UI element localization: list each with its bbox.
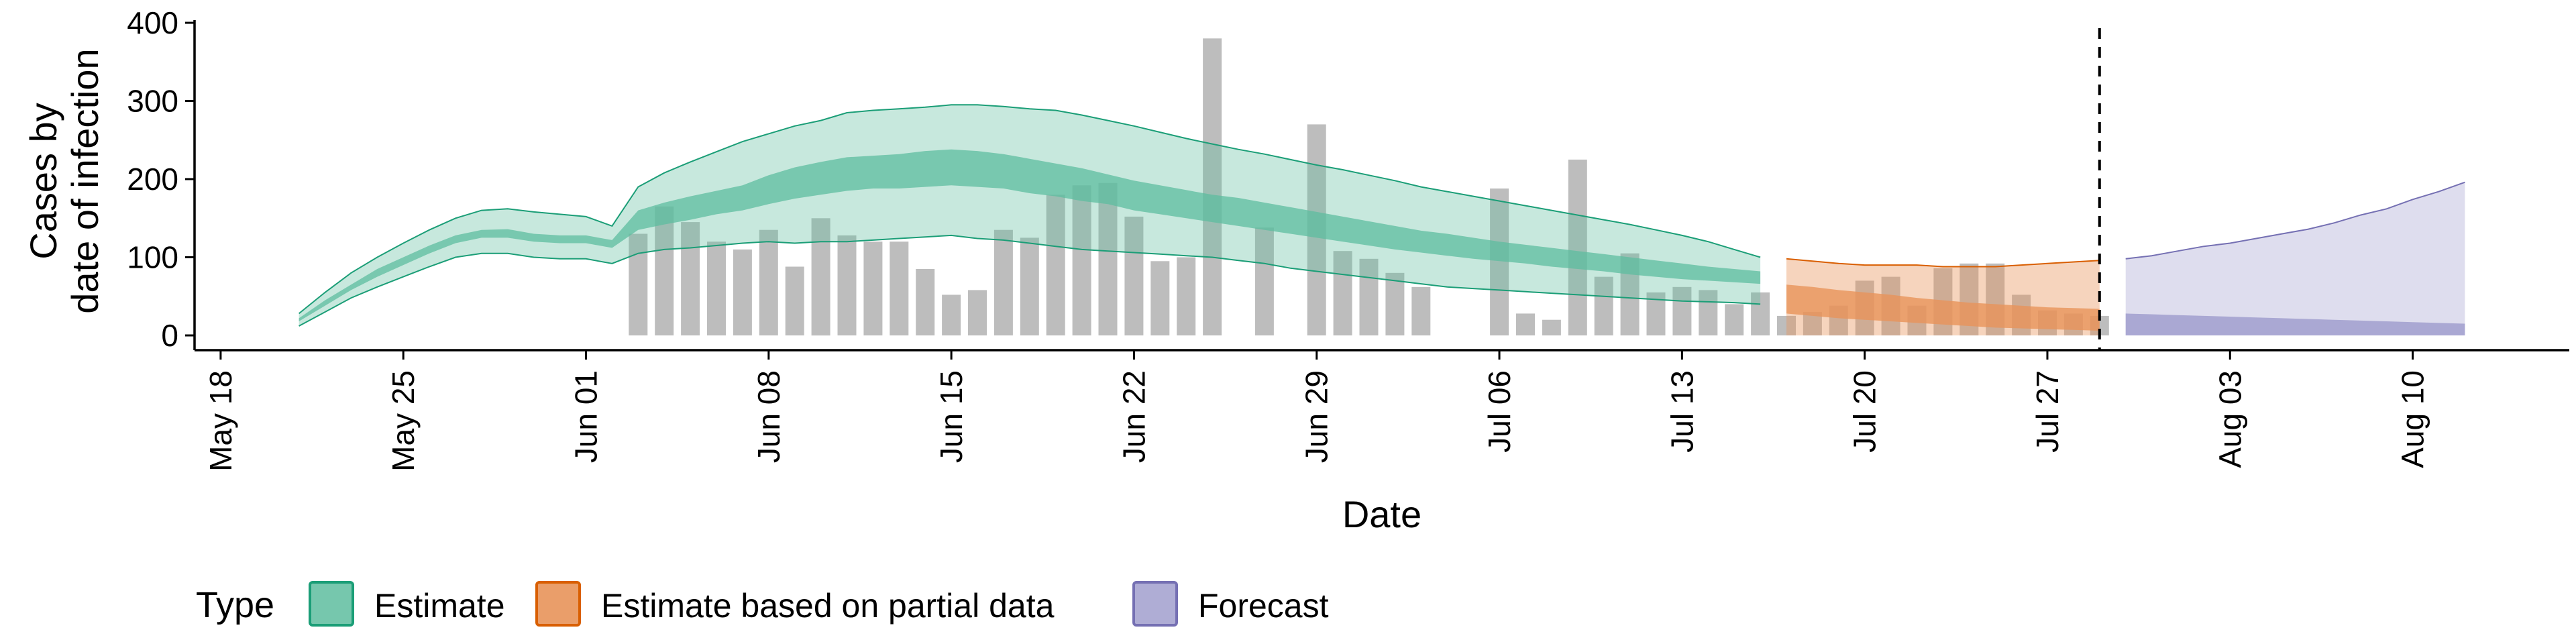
bar-2020-07-14 [1699, 290, 1718, 335]
bar-2020-06-14 [916, 269, 935, 335]
forecast-upper-line [2125, 181, 2465, 260]
forecast-band-50 [2125, 313, 2465, 335]
x-tick-label-2020-05-18: May 18 [203, 370, 238, 472]
estimate-band-50 [299, 149, 1761, 321]
bar-2020-07-16 [1751, 292, 1770, 335]
estimate-lower-line [299, 234, 1761, 327]
partial-band-50 [1786, 284, 2100, 331]
x-tick-label-2020-06-15: Jun 15 [934, 370, 969, 463]
bar-2020-06-23 [1150, 261, 1170, 335]
bar-2020-06-20 [1072, 185, 1091, 335]
x-tick-label-2020-06-22: Jun 22 [1116, 370, 1151, 463]
bar-2020-06-13 [890, 241, 909, 335]
bar-2020-06-24 [1177, 257, 1196, 335]
bar-2020-07-01 [1359, 258, 1379, 335]
bar-2020-06-30 [1333, 251, 1352, 335]
y-tick-label-0: 0 [161, 318, 178, 353]
x-tick-label-2020-07-20: Jul 20 [1847, 370, 1882, 453]
bar-2020-07-02 [1385, 272, 1405, 335]
bar-2020-06-22 [1124, 216, 1144, 335]
bar-2020-06-10 [811, 218, 830, 336]
bar-2020-07-08 [1542, 319, 1561, 335]
legend: Type Estimate Estimate based on partial da… [196, 581, 1329, 627]
forecast-band-90 [2125, 182, 2465, 335]
x-tick-label-2020-06-29: Jun 29 [1299, 370, 1334, 463]
axes: 0 100 200 300 400 May 18 May 25 Jun 01 Jun 08 Jun… [22, 5, 2569, 535]
x-tick-label-2020-08-03: Aug 03 [2212, 370, 2247, 468]
legend-title: Type [196, 585, 274, 625]
bar-2020-07-03 [1411, 286, 1431, 335]
bar-2020-06-12 [863, 241, 883, 335]
y-axis-title-line-1: Cases by [22, 103, 64, 259]
bar-2020-06-16 [968, 290, 987, 335]
bar-2020-06-21 [1098, 182, 1118, 335]
estimate-band-90 [299, 105, 1761, 327]
bar-2020-06-15 [942, 294, 961, 335]
bar-2020-06-11 [837, 235, 857, 335]
y-tick-label-400: 400 [127, 5, 178, 40]
bar-2020-06-25 [1203, 38, 1222, 336]
legend-key-1 [309, 581, 354, 627]
bar-2020-06-18 [1020, 237, 1039, 335]
bar-2020-06-09 [785, 266, 804, 335]
legend-label-2: Estimate based on partial data [601, 587, 1055, 625]
bar-2020-07-15 [1725, 304, 1744, 335]
y-tick-label-200: 200 [127, 162, 178, 197]
partial-upper-line [1786, 258, 2100, 268]
estimate-bands [298, 104, 2465, 335]
bar-2020-07-07 [1516, 313, 1535, 335]
bar-2020-06-04 [655, 206, 674, 335]
y-tick-label-100: 100 [127, 240, 178, 275]
y-tick-label-300: 300 [127, 84, 178, 119]
y-axis-title: Cases bydate of infection [22, 48, 106, 313]
x-tick-label-2020-07-27: Jul 27 [2030, 370, 2065, 453]
bar-2020-06-06 [707, 241, 726, 335]
bar-2020-07-17 [1777, 315, 1796, 335]
bar-2020-07-09 [1568, 159, 1587, 335]
bar-2020-07-13 [1672, 286, 1692, 335]
bar-2020-06-08 [759, 229, 778, 335]
x-tick-label-2020-06-01: Jun 01 [569, 370, 604, 463]
legend-key-3 [1132, 581, 1178, 627]
bar-2020-06-03 [629, 233, 648, 335]
x-tick-label-2020-07-13: Jul 13 [1664, 370, 1699, 453]
bar-2020-06-07 [733, 249, 752, 335]
bar-2020-06-27 [1254, 227, 1274, 335]
legend-key-2 [535, 581, 581, 627]
x-tick-label-2020-08-10: Aug 10 [2396, 370, 2430, 468]
x-tick-label-2020-07-06: Jul 06 [1482, 370, 1517, 453]
bar-2020-07-06 [1490, 189, 1509, 335]
x-tick-label-2020-05-25: May 25 [386, 370, 421, 472]
bar-2020-06-17 [994, 229, 1013, 335]
y-axis-title-line-2: date of infection [64, 48, 106, 313]
bar-2020-06-05 [681, 222, 700, 335]
bar-2020-06-19 [1046, 195, 1065, 335]
estimate-upper-line [298, 104, 1761, 315]
x-tick-label-2020-06-08: Jun 08 [751, 370, 786, 463]
x-axis-title: Date [1342, 493, 1421, 535]
legend-label-1: Estimate [374, 587, 505, 625]
bar-2020-07-10 [1594, 276, 1613, 335]
legend-label-3: Forecast [1198, 587, 1329, 625]
